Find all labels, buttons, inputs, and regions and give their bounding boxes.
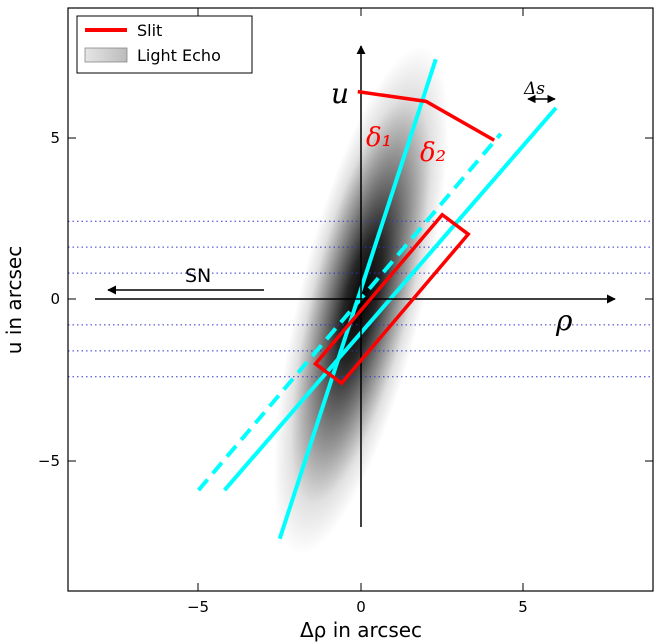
slit-rectangle	[312, 212, 471, 386]
ytick-label-5: 5	[50, 129, 60, 147]
echo-line-dashed	[196, 132, 503, 492]
legend-box	[76, 15, 253, 74]
delta-s-label: Δs	[523, 79, 545, 99]
xtick-label-neg5: −5	[187, 598, 209, 616]
legend-slit-label: Slit	[137, 21, 162, 40]
legend-light-echo-label: Light Echo	[137, 46, 221, 65]
x-axis-title: Δρ in arcsec	[300, 618, 422, 642]
slit-leader-line	[357, 89, 496, 142]
legend-light-echo-swatch	[84, 47, 128, 63]
u-axis-label: u	[331, 77, 349, 110]
tick-marks	[68, 8, 653, 591]
xtick-label-0: 0	[356, 598, 366, 616]
ytick-label-neg5: −5	[38, 452, 60, 470]
delta1-label: δ₁	[366, 123, 392, 153]
delta2-label: δ₂	[420, 138, 446, 168]
xtick-label-5: 5	[518, 598, 528, 616]
ytick-label-0: 0	[50, 290, 60, 308]
y-axis-title: u in arcsec	[2, 246, 26, 354]
rho-axis-label: ρ	[555, 304, 573, 337]
sn-label: SN	[185, 265, 211, 287]
legend: Slit Light Echo	[76, 15, 253, 74]
